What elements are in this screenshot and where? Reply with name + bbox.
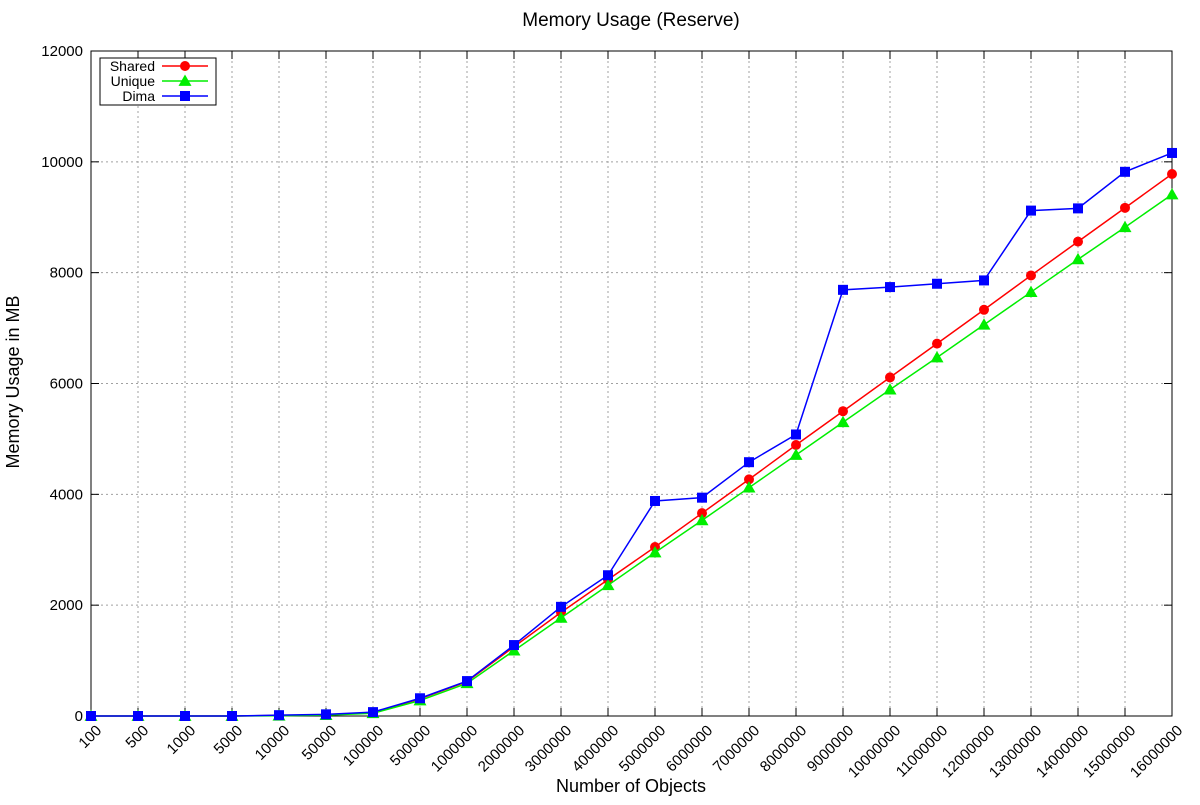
data-point-dima <box>274 710 284 721</box>
x-tick-label: 10000 <box>252 722 294 764</box>
data-point-dima <box>885 282 895 293</box>
data-point-dima <box>227 711 237 721</box>
x-tick-label: 7000000 <box>710 722 763 775</box>
y-tick-label: 12000 <box>41 43 83 60</box>
data-point-shared <box>697 508 707 519</box>
data-point-unique <box>1165 188 1179 200</box>
data-point-dima <box>603 570 613 581</box>
data-point-dima <box>321 709 331 720</box>
x-tick-label: 2000000 <box>475 722 528 775</box>
x-tick-label: 4000000 <box>569 722 622 775</box>
data-point-unique <box>789 448 803 460</box>
legend-marker-unique <box>178 74 192 86</box>
plot-frame <box>90 50 1173 717</box>
data-point-dima <box>838 284 848 295</box>
x-tick-label: 500 <box>122 722 152 752</box>
data-point-unique <box>742 481 756 493</box>
legend-label-unique: Unique <box>111 73 156 89</box>
y-tick-label: 2000 <box>50 597 83 614</box>
x-tick-label: 1000 <box>164 722 200 758</box>
legend-marker-shared <box>180 61 190 71</box>
data-point-shared <box>744 474 754 485</box>
data-point-shared <box>885 372 895 383</box>
x-tick-label: 500000 <box>387 722 434 769</box>
data-point-dima <box>650 495 660 506</box>
data-point-unique <box>930 350 944 363</box>
x-axis-label: Number of Objects <box>556 776 706 796</box>
data-point-unique <box>1024 285 1038 297</box>
y-tick-label: 0 <box>75 708 83 725</box>
legend-marker-dima <box>180 91 190 101</box>
data-point-unique <box>648 546 662 558</box>
data-point-unique <box>601 578 615 591</box>
data-point-dima <box>1167 147 1177 158</box>
data-point-dima <box>979 275 989 286</box>
y-axis-label: Memory Usage in MB <box>3 295 23 468</box>
x-tick-label: 100 <box>75 722 105 752</box>
x-tick-label: 8000000 <box>757 722 810 775</box>
x-tick-label: 6000000 <box>663 722 716 775</box>
data-point-dima <box>415 693 425 704</box>
data-point-shared <box>838 406 848 417</box>
data-point-shared <box>1120 202 1130 213</box>
legend-label-dima: Dima <box>122 88 155 104</box>
x-tick-label: 1000000 <box>428 722 481 775</box>
data-point-shared <box>791 440 801 451</box>
series-line-dima <box>91 152 1173 717</box>
data-point-shared <box>1167 169 1177 180</box>
x-tick-label: 100000 <box>340 722 387 769</box>
data-point-unique <box>1071 252 1085 265</box>
y-tick-label: 6000 <box>50 376 83 393</box>
series-shared <box>86 169 1177 721</box>
data-point-unique <box>836 415 850 428</box>
x-tick-label: 3000000 <box>522 722 575 775</box>
legend-label-shared: Shared <box>110 58 155 74</box>
data-point-unique <box>695 513 709 526</box>
data-point-unique <box>977 318 991 330</box>
data-point-dima <box>509 640 519 651</box>
data-point-shared <box>1026 270 1036 281</box>
data-point-dima <box>462 676 472 687</box>
series-unique <box>84 188 1179 721</box>
data-point-dima <box>697 492 707 503</box>
data-point-dima <box>86 711 96 721</box>
series-dima <box>86 147 1177 721</box>
data-point-dima <box>1073 203 1083 214</box>
data-point-dima <box>133 711 143 721</box>
y-tick-label: 10000 <box>41 154 83 171</box>
data-point-unique <box>883 383 897 395</box>
data-point-dima <box>1120 166 1130 177</box>
data-point-dima <box>791 429 801 440</box>
data-point-unique <box>1118 220 1132 233</box>
y-tick-label: 8000 <box>50 265 83 282</box>
data-point-shared <box>932 338 942 349</box>
series-line-shared <box>91 173 1173 717</box>
x-tick-label: 5000 <box>211 722 247 758</box>
x-tick-label: 50000 <box>299 722 341 764</box>
chart-title: Memory Usage (Reserve) <box>522 10 740 31</box>
data-point-unique <box>554 611 568 623</box>
data-point-dima <box>744 457 754 468</box>
data-point-dima <box>932 278 942 289</box>
data-point-dima <box>368 707 378 718</box>
data-point-shared <box>979 304 989 315</box>
data-point-dima <box>180 711 190 721</box>
data-point-dima <box>556 601 566 612</box>
x-tick-label: 5000000 <box>616 722 669 775</box>
y-tick-label: 4000 <box>50 486 83 503</box>
data-point-dima <box>1026 205 1036 216</box>
data-point-shared <box>1073 236 1083 247</box>
